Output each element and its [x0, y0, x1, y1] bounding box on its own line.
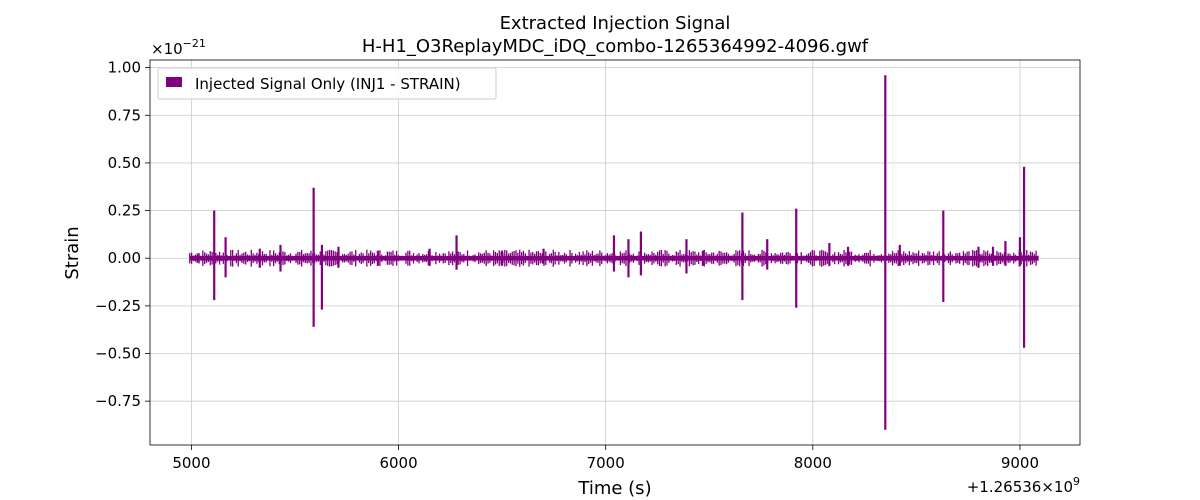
legend-swatch: [166, 77, 182, 87]
chart-subtitle: H-H1_O3ReplayMDC_iDQ_combo-1265364992-40…: [362, 36, 869, 57]
x-tick-label: 6000: [379, 454, 417, 472]
y-tick-label: 1.00: [108, 59, 141, 77]
x-tick-label: 5000: [172, 454, 210, 472]
y-tick-label: −0.50: [95, 345, 141, 363]
x-axis-label: Time (s): [577, 478, 651, 499]
x-tick-label: 9000: [1001, 454, 1039, 472]
y-tick-label: −0.25: [95, 297, 141, 315]
y-tick-label: 0.75: [108, 106, 141, 124]
x-tick-label: 8000: [794, 454, 832, 472]
legend-label: Injected Signal Only (INJ1 - STRAIN): [195, 75, 461, 93]
plot-area: [189, 75, 1039, 430]
chart-title: Extracted Injection Signal: [500, 13, 731, 34]
legend: Injected Signal Only (INJ1 - STRAIN): [157, 67, 497, 100]
y-axis-label: Strain: [62, 226, 83, 279]
ticks: 5000 6000 7000 8000 9000 1.00 0.75 0.50 0.25 0.00…: [95, 59, 1039, 472]
axes-frame: [149, 59, 1081, 446]
y-tick-label: −0.75: [95, 392, 141, 410]
y-tick-label: 0.25: [108, 202, 141, 220]
x-tick-label: 7000: [587, 454, 625, 472]
x-offset-annotation: +1.26536×109: [967, 475, 1080, 496]
legend-box: [157, 67, 497, 100]
y-tick-label: 0.50: [108, 154, 141, 172]
y-multiplier: ×10−21: [151, 37, 206, 58]
y-tick-label: 0.00: [108, 249, 141, 267]
